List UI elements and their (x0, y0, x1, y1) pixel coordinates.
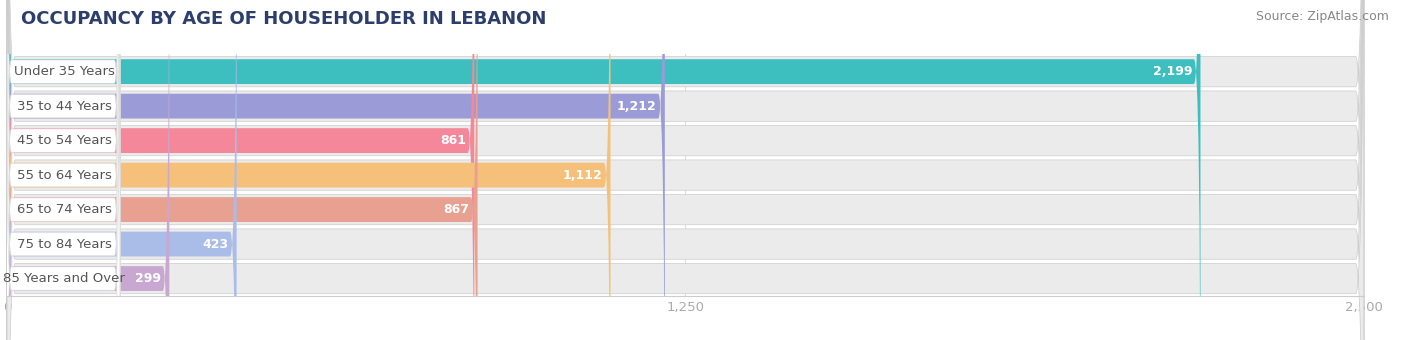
FancyBboxPatch shape (6, 0, 120, 340)
FancyBboxPatch shape (7, 0, 665, 340)
Text: 75 to 84 Years: 75 to 84 Years (17, 238, 111, 251)
FancyBboxPatch shape (7, 0, 1364, 340)
FancyBboxPatch shape (7, 0, 1364, 340)
Text: 867: 867 (443, 203, 470, 216)
FancyBboxPatch shape (6, 0, 120, 340)
FancyBboxPatch shape (6, 0, 120, 340)
FancyBboxPatch shape (7, 0, 474, 340)
FancyBboxPatch shape (7, 0, 236, 340)
Text: 55 to 64 Years: 55 to 64 Years (17, 169, 111, 182)
FancyBboxPatch shape (7, 0, 1364, 340)
Text: 85 Years and Over: 85 Years and Over (3, 272, 125, 285)
Text: Source: ZipAtlas.com: Source: ZipAtlas.com (1256, 10, 1389, 23)
FancyBboxPatch shape (6, 0, 120, 340)
Text: 65 to 74 Years: 65 to 74 Years (17, 203, 111, 216)
Text: 299: 299 (135, 272, 162, 285)
Text: 45 to 54 Years: 45 to 54 Years (17, 134, 111, 147)
FancyBboxPatch shape (6, 0, 120, 340)
Text: Under 35 Years: Under 35 Years (14, 65, 114, 78)
FancyBboxPatch shape (7, 0, 478, 340)
FancyBboxPatch shape (7, 0, 1364, 340)
Text: 423: 423 (202, 238, 228, 251)
Text: 2,199: 2,199 (1153, 65, 1192, 78)
Text: OCCUPANCY BY AGE OF HOUSEHOLDER IN LEBANON: OCCUPANCY BY AGE OF HOUSEHOLDER IN LEBAN… (21, 10, 547, 28)
FancyBboxPatch shape (7, 0, 1364, 340)
Text: 35 to 44 Years: 35 to 44 Years (17, 100, 111, 113)
FancyBboxPatch shape (6, 0, 120, 340)
FancyBboxPatch shape (7, 0, 1364, 340)
FancyBboxPatch shape (7, 0, 1201, 340)
FancyBboxPatch shape (7, 0, 169, 340)
Text: 1,212: 1,212 (617, 100, 657, 113)
FancyBboxPatch shape (7, 0, 610, 340)
FancyBboxPatch shape (6, 0, 120, 340)
Text: 861: 861 (440, 134, 467, 147)
Text: 1,112: 1,112 (562, 169, 602, 182)
FancyBboxPatch shape (7, 0, 1364, 340)
